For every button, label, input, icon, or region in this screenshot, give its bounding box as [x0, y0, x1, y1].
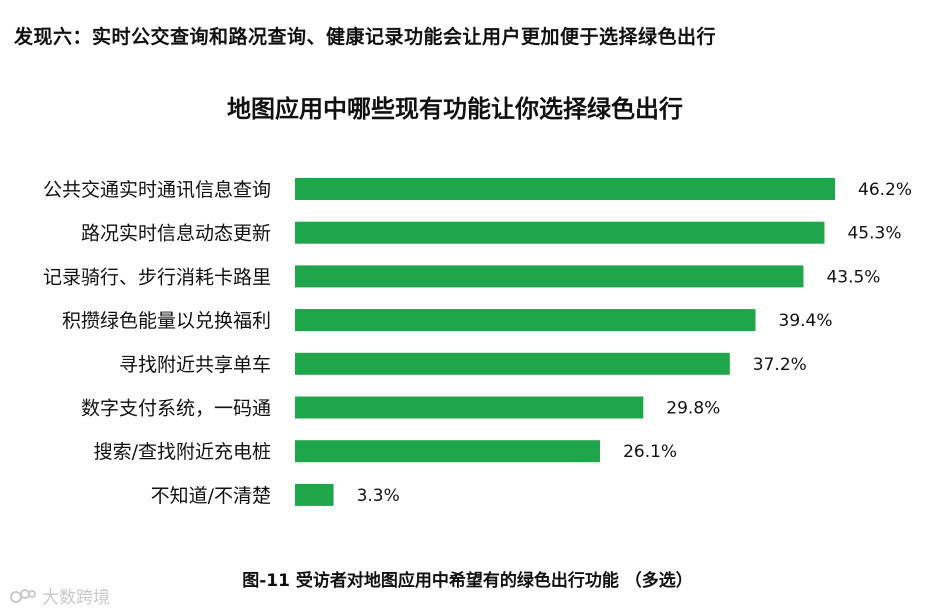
category-label: 记录骑行、步行消耗卡路里	[43, 266, 271, 288]
bar	[295, 440, 601, 463]
value-label: 43.5%	[826, 267, 880, 287]
value-label: 26.1%	[623, 442, 677, 462]
category-label: 寻找附近共享单车	[119, 354, 271, 376]
bar	[295, 483, 334, 506]
value-label: 29.8%	[666, 399, 720, 419]
value-label: 3.3%	[357, 486, 400, 506]
watermark: 大数跨境	[10, 583, 110, 608]
chart-title: 地图应用中哪些现有功能让你选择绿色出行	[227, 95, 683, 123]
bar	[295, 309, 756, 332]
watermark-text: 大数跨境	[42, 588, 110, 608]
finding-heading: 发现六：实时公交查询和路况查询、健康记录功能会让用户更加便于选择绿色出行	[14, 26, 717, 48]
bar	[295, 178, 835, 200]
value-label: 37.2%	[753, 355, 807, 375]
category-label: 积攒绿色能量以兑换福利	[62, 310, 271, 332]
category-label: 公共交通实时通讯信息查询	[43, 179, 271, 201]
bar	[295, 352, 730, 375]
bar	[295, 265, 804, 288]
watermark-logo-icon	[10, 588, 36, 603]
value-label: 39.4%	[779, 311, 833, 331]
value-label: 45.3%	[847, 224, 901, 244]
bar-chart: 地图应用中哪些现有功能让你选择绿色出行 公共交通实时通讯信息查询 46.2% 路况实…	[43, 95, 912, 507]
category-label: 不知道/不清楚	[151, 485, 271, 507]
bar	[295, 221, 825, 244]
bar	[295, 396, 644, 419]
category-label: 路况实时信息动态更新	[81, 223, 271, 245]
figure-caption: 图-11 受访者对地图应用中希望有的绿色出行功能 （多选）	[242, 571, 693, 591]
category-label: 数字支付系统，一码通	[81, 398, 271, 420]
category-label: 搜索/查找附近充电桩	[94, 441, 271, 463]
value-label: 46.2%	[858, 180, 912, 200]
